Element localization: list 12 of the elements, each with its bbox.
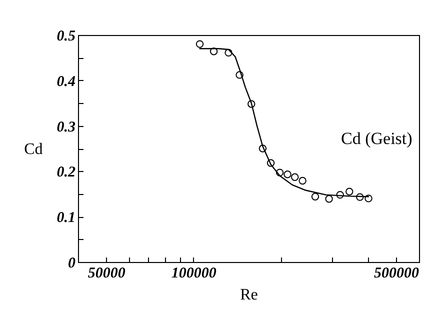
- x-tick-label: 500000: [374, 266, 420, 282]
- y-tick-label: 0.3: [56, 119, 76, 136]
- y-tick-label: 0.1: [56, 210, 76, 226]
- y-tick-label: 0: [68, 256, 76, 272]
- y-tick-label: 0.2: [56, 164, 76, 181]
- y-tick-label: 0.4: [56, 74, 76, 90]
- x-tick-label: 100000: [171, 266, 217, 282]
- text: Cd (Geist): [341, 129, 412, 148]
- y-axis-title: Cd: [24, 141, 43, 158]
- x-tick-label: 50000: [88, 266, 126, 282]
- y-tick-label: 0.5: [56, 28, 76, 44]
- x-axis-title: Re: [240, 286, 258, 304]
